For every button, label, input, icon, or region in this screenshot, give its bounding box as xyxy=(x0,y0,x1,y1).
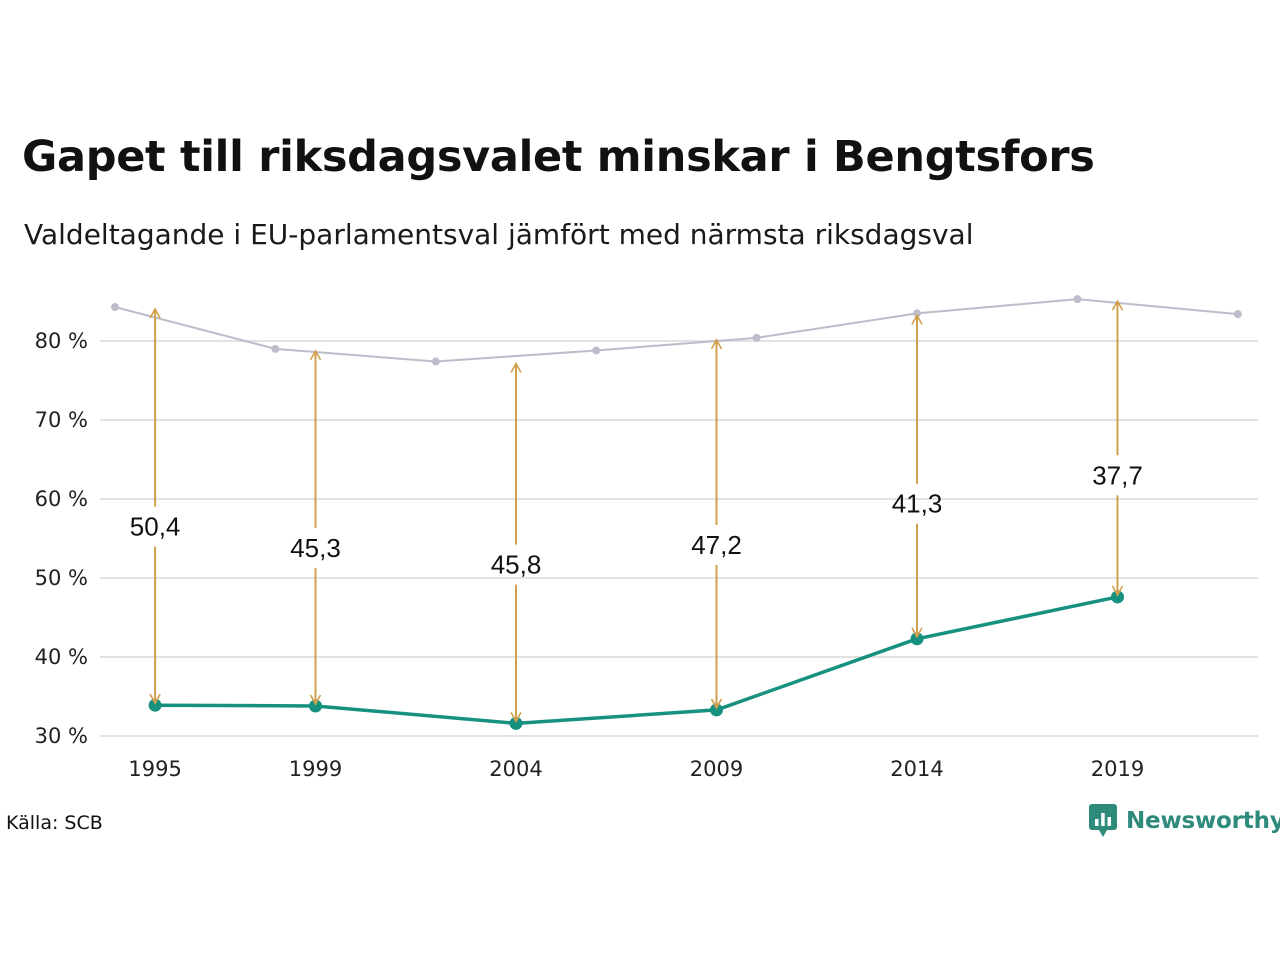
gridlines xyxy=(100,340,1258,737)
gap-label: 45,3 xyxy=(290,533,341,563)
y-tick-label: 40 % xyxy=(35,645,88,669)
riksdag-data-point xyxy=(1233,310,1242,319)
eu-series-line xyxy=(155,595,1118,726)
x-tick-label: 2009 xyxy=(690,757,743,781)
gap-label: 50,4 xyxy=(130,512,181,542)
y-tick-label: 50 % xyxy=(35,566,88,590)
newsworthy-brand[interactable]: Newsworthy xyxy=(1088,803,1280,839)
y-tick-label: 30 % xyxy=(35,724,88,748)
chart-title: Gapet till riksdagsvalet minskar i Bengt… xyxy=(22,132,1095,182)
series xyxy=(111,295,1242,730)
chart-subtitle: Valdeltagande i EU-parlamentsval jämfört… xyxy=(24,218,974,251)
riksdag-data-point xyxy=(431,357,440,366)
riksdag-series-line xyxy=(114,298,1238,363)
x-tick-label: 2014 xyxy=(890,757,943,781)
y-tick-label: 80 % xyxy=(35,329,88,353)
newsworthy-logo-icon xyxy=(1089,804,1117,837)
riksdag-data-point xyxy=(752,333,761,342)
x-tick-label: 2004 xyxy=(489,757,542,781)
gap-label: 37,7 xyxy=(1092,460,1143,490)
riksdag-data-point xyxy=(111,303,119,312)
y-axis: 30 % 40 % 50 % 60 % 70 % 80 % xyxy=(35,329,88,748)
gap-label: 45,8 xyxy=(491,550,542,580)
gap-label: 41,3 xyxy=(892,489,943,519)
y-tick-label: 70 % xyxy=(35,408,88,432)
brand-name: Newsworthy xyxy=(1126,808,1280,834)
x-tick-label: 1999 xyxy=(289,757,342,781)
x-axis: 1995 1999 2004 2009 2014 2019 xyxy=(128,757,1144,781)
source-note: Källa: SCB xyxy=(6,812,103,834)
x-tick-label: 2019 xyxy=(1091,757,1144,781)
gap-arrows: 50,4 45,3 45,8 47,2 41,3 37,7 xyxy=(130,299,1143,724)
x-tick-label: 1995 xyxy=(128,757,181,781)
riksdag-data-point xyxy=(271,344,280,353)
gap-label: 47,2 xyxy=(691,530,742,560)
riksdag-data-point xyxy=(1073,295,1082,304)
riksdag-data-point xyxy=(592,346,601,355)
y-tick-label: 60 % xyxy=(35,487,88,511)
